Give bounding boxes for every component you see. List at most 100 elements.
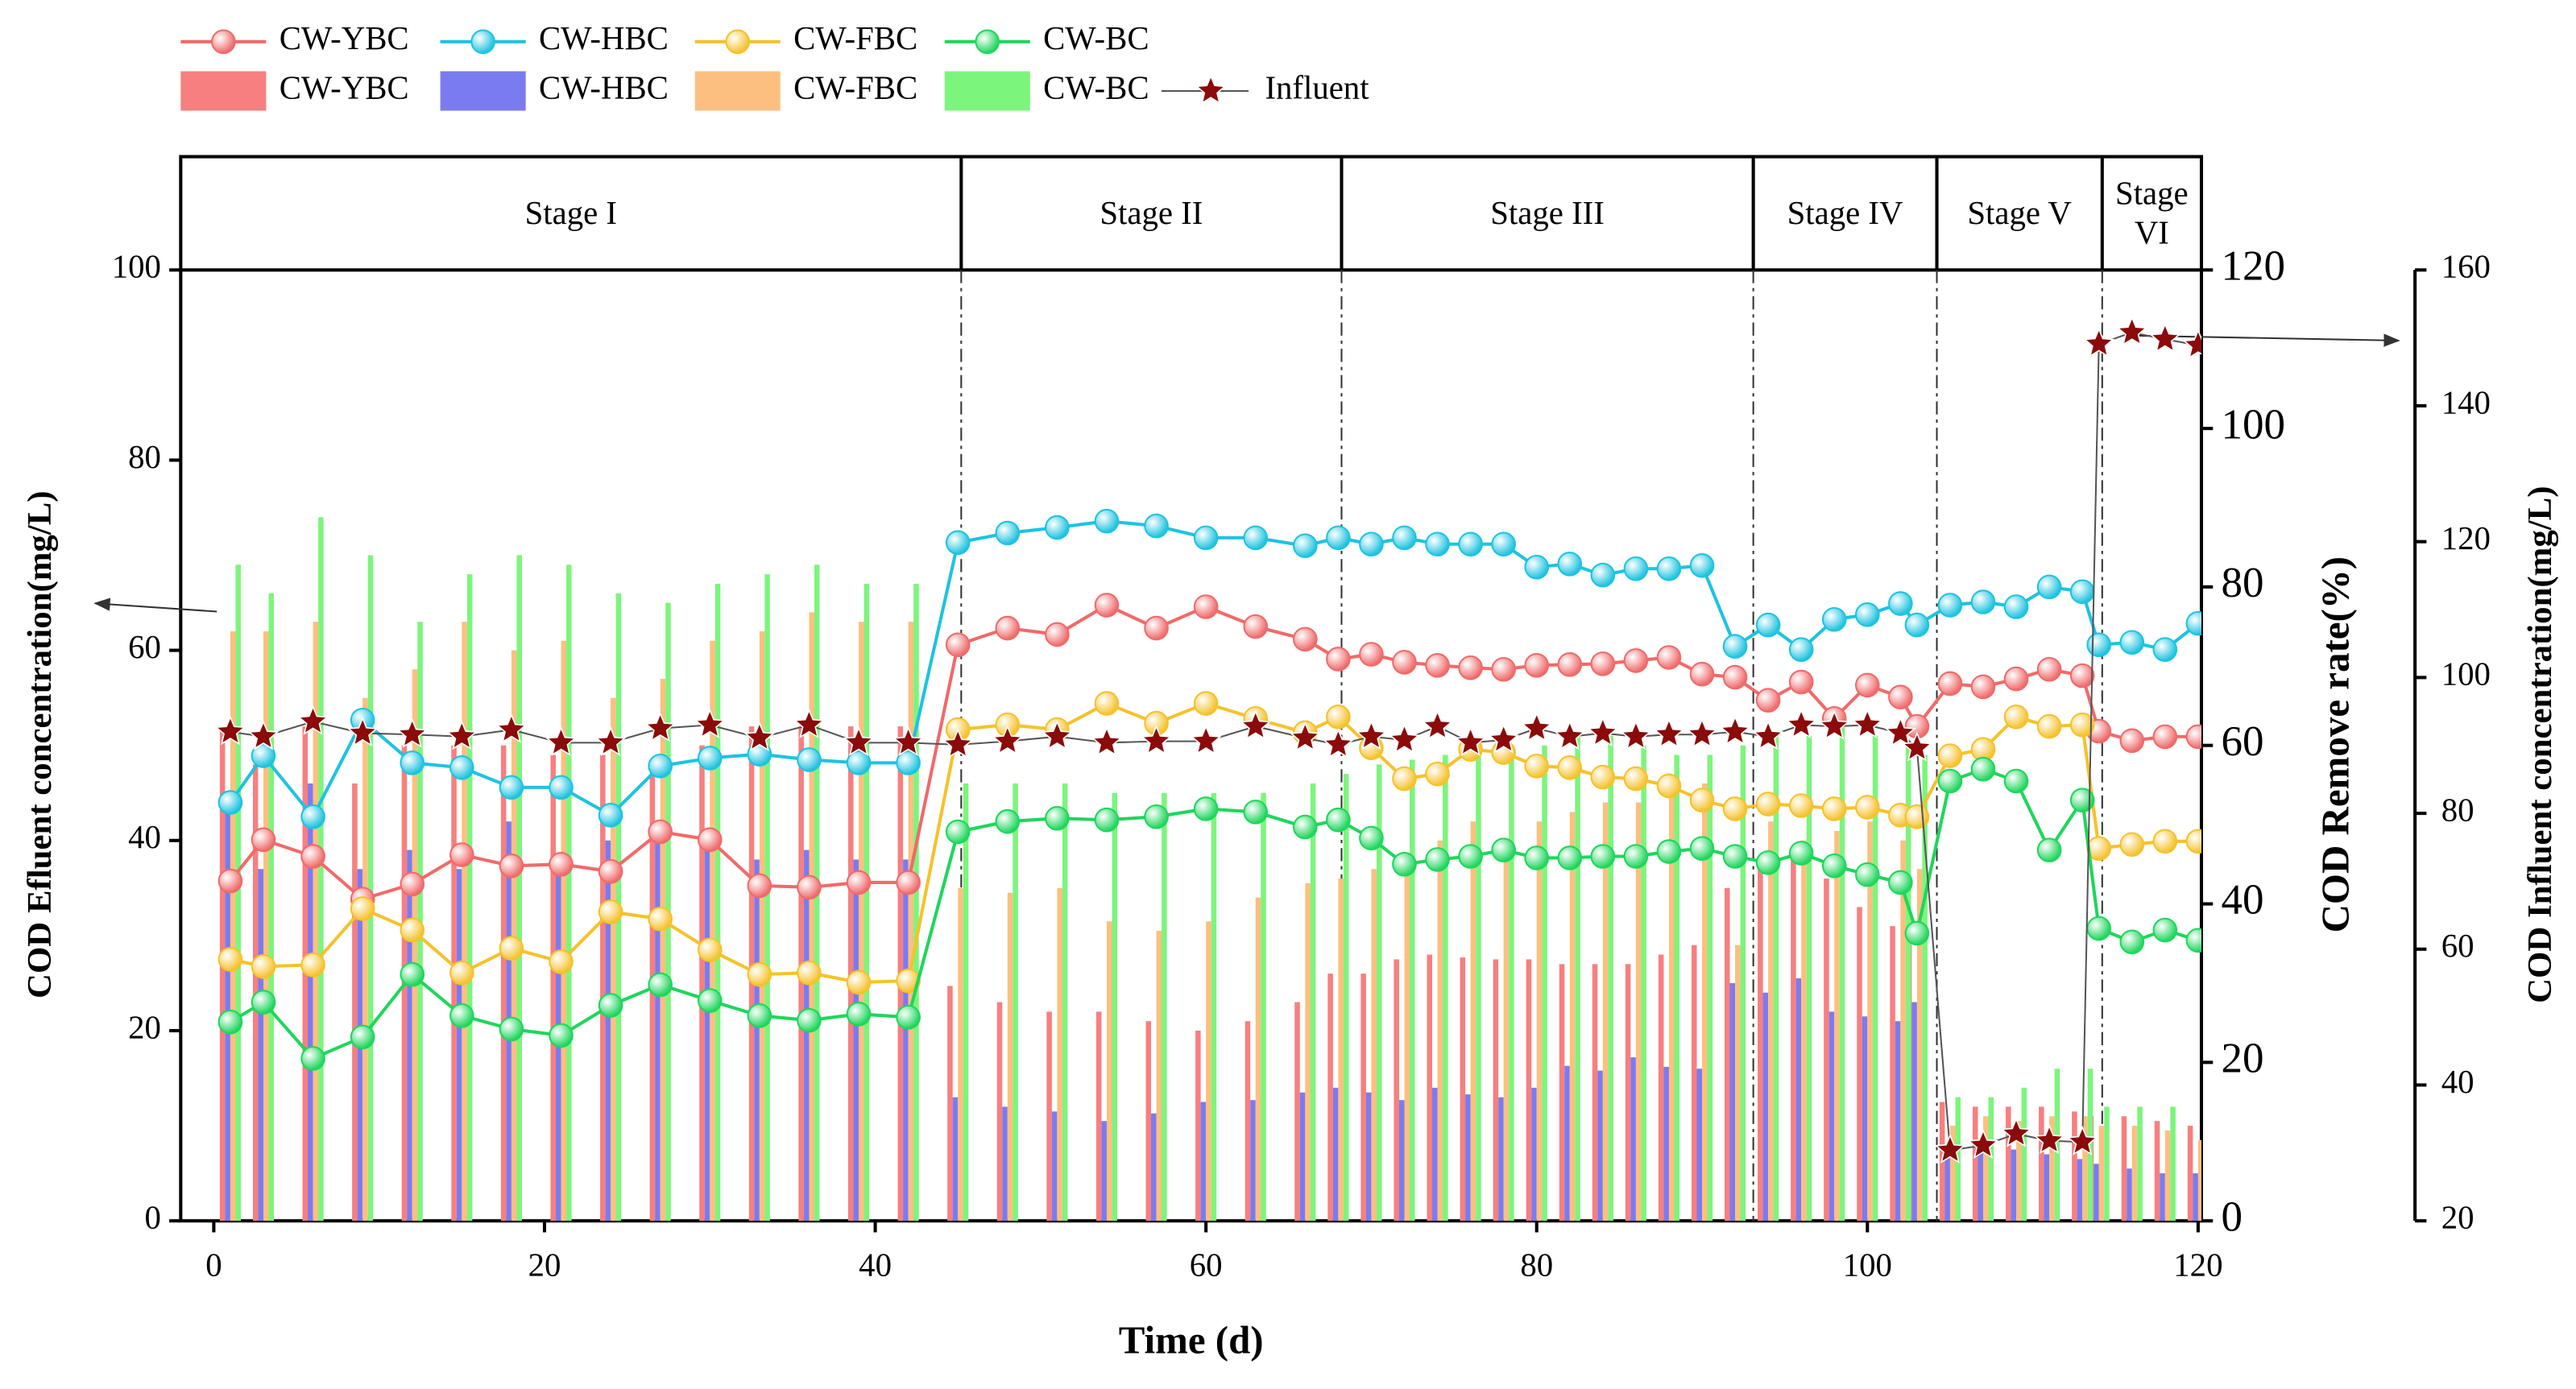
point: [1855, 602, 1880, 627]
bar: [1145, 1021, 1152, 1222]
point: [1755, 850, 1781, 875]
point: [1094, 807, 1120, 833]
y2-tick-label: 80: [2221, 560, 2263, 606]
point: [495, 713, 528, 743]
y2-tick-label: 40: [2221, 877, 2263, 924]
y-tick-label: 60: [128, 629, 161, 665]
bar: [1839, 726, 1845, 1222]
point: [697, 746, 723, 771]
bar: [1310, 783, 1316, 1222]
bar: [313, 622, 319, 1222]
point: [2149, 322, 2181, 353]
line: [229, 519, 2200, 821]
point: [1590, 764, 1616, 790]
point: [499, 854, 524, 878]
point: [2036, 837, 2062, 862]
legend-swatch: [180, 71, 267, 111]
point: [598, 803, 623, 828]
bar: [1299, 1092, 1306, 1222]
point: [251, 827, 276, 853]
bar: [252, 764, 259, 1222]
bar: [1404, 859, 1410, 1222]
bar: [1542, 745, 1547, 1222]
bar: [963, 783, 969, 1222]
point: [1355, 720, 1387, 750]
bar: [2197, 1139, 2201, 1222]
point: [1785, 708, 1817, 738]
point: [1623, 766, 1649, 792]
x-tick-label: 20: [528, 1247, 561, 1284]
point: [2069, 788, 2095, 812]
bar: [1493, 959, 1499, 1222]
bar: [908, 622, 914, 1222]
point: [1425, 653, 1450, 678]
y3-tick-label: 160: [2441, 249, 2491, 285]
legend-swatch: [1195, 74, 1227, 105]
bar: [1338, 878, 1344, 1222]
point: [445, 720, 478, 750]
bar: [2021, 1087, 2027, 1222]
point: [1524, 653, 1550, 678]
point: [2003, 666, 2029, 692]
point: [1392, 525, 1417, 551]
point: [1904, 804, 1930, 829]
point: [1455, 726, 1487, 756]
legend-label: Influent: [1265, 69, 1369, 105]
bar: [605, 840, 611, 1222]
bar: [1057, 887, 1062, 1222]
bar: [1916, 869, 1923, 1222]
point: [992, 725, 1024, 755]
point: [1141, 725, 1173, 755]
point: [1851, 708, 1883, 738]
bar: [863, 583, 870, 1222]
point: [1488, 723, 1520, 754]
bar: [362, 697, 368, 1222]
bar: [1498, 1097, 1504, 1222]
bar: [1106, 921, 1112, 1222]
point: [1521, 712, 1553, 742]
point: [1392, 766, 1417, 792]
point: [251, 743, 276, 768]
point: [1788, 841, 1814, 866]
bar: [1608, 735, 1613, 1222]
point: [1144, 615, 1169, 641]
bar: [2187, 1126, 2193, 1222]
point: [2069, 712, 2095, 738]
bar: [2154, 1121, 2160, 1222]
bar: [1327, 974, 1333, 1222]
point: [1722, 634, 1748, 659]
bar: [1702, 783, 1708, 1222]
bar: [1735, 945, 1741, 1222]
point: [2119, 832, 2145, 858]
point: [1091, 726, 1123, 756]
point: [1788, 637, 1814, 662]
point: [2152, 724, 2178, 750]
point: [1094, 593, 1120, 618]
point: [1289, 721, 1321, 752]
point: [1888, 870, 1913, 895]
bar: [1095, 1011, 1102, 1222]
y2-tick-label: 120: [2221, 242, 2285, 289]
bar: [2011, 1149, 2017, 1222]
bar: [1795, 978, 1802, 1222]
legend-label: CW-YBC: [280, 20, 409, 56]
point: [2086, 916, 2112, 941]
legend-swatch: [694, 71, 781, 111]
bar: [1663, 1066, 1669, 1222]
point: [1689, 836, 1715, 861]
bar: [1944, 1144, 1950, 1222]
point: [1557, 552, 1583, 577]
bar: [1195, 1030, 1201, 1222]
point: [499, 1016, 524, 1042]
y3-tick-label: 100: [2441, 656, 2491, 692]
point: [1937, 593, 1963, 618]
bar: [2131, 1126, 2138, 1222]
point: [797, 1007, 822, 1033]
point: [251, 953, 276, 979]
bar: [1806, 735, 1812, 1222]
legend-label: CW-FBC: [793, 69, 917, 105]
point: [598, 858, 623, 884]
legend-label: CW-HBC: [539, 20, 669, 56]
x-axis-title: Time (d): [1119, 1317, 1264, 1362]
bar: [561, 640, 567, 1222]
